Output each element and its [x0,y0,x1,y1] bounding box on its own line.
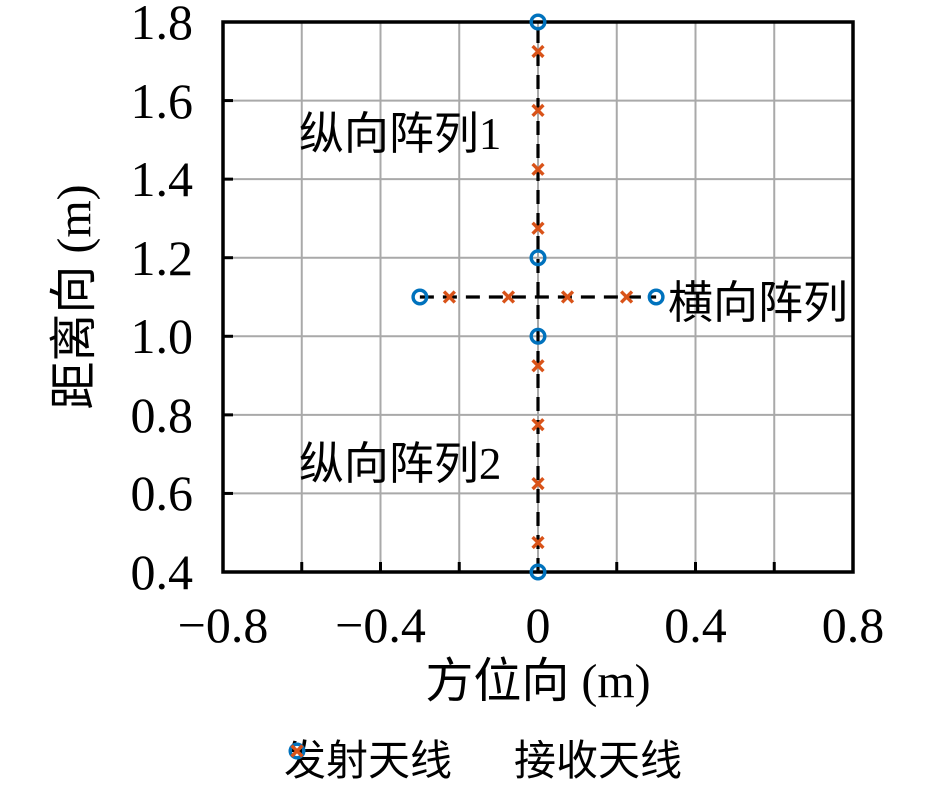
rx-antenna-marker [531,477,545,491]
tx-legend-marker-icon [288,742,306,760]
y-tick-label: 0.4 [130,544,194,600]
rx-antenna-marker [531,221,545,235]
x-axis-title: 方位向 (m) [425,655,651,708]
rx-antenna-marker [531,535,545,550]
tx-antenna-marker [529,13,547,31]
y-tick-label: 0.8 [130,386,194,443]
rx-antenna-marker [501,290,516,304]
rx-antenna-marker [560,290,575,304]
tx-antenna-marker [529,327,547,345]
y-tick-label: 1.2 [130,229,194,286]
rx-antenna-marker [531,162,545,176]
rx-legend-marker-icon [290,744,304,758]
legend-label: 接收天线 [514,739,683,785]
tx-antenna-marker [529,563,547,581]
rx-antenna-marker [531,44,545,59]
x-tick-label: 0 [525,597,551,653]
rx-antenna-marker [531,418,545,432]
rx-antenna-marker [619,290,634,304]
rx-antenna-marker [531,359,545,373]
legend-entry: 接收天线 [290,738,683,786]
legend: 发射天线 接收天线 [284,738,682,786]
x-tick-label: 0.8 [821,597,885,653]
x-tick-label: −0.4 [335,597,426,653]
tx-antenna-marker [529,249,547,267]
rx-antenna-marker [442,290,457,304]
y-axis-title: 距离向 (m) [48,184,101,410]
x-tick-label: 0.4 [664,597,727,653]
tx-antenna-marker [647,288,665,306]
legend-entry: 发射天线 [284,738,452,786]
legend-label: 发射天线 [284,739,453,785]
tx-antenna-marker [411,288,429,306]
y-tick-label: 1.8 [130,0,194,50]
rx-antenna-marker [531,103,545,117]
x-tick-label: −0.8 [177,597,269,653]
array-annotation: 纵向阵列1 [298,108,502,159]
y-tick-label: 1.6 [130,72,194,129]
array-annotation: 纵向阵列2 [298,438,502,489]
y-tick-label: 1.4 [130,151,194,208]
array-annotation: 横向阵列 [667,277,848,328]
y-tick-label: 1.0 [130,308,194,365]
y-tick-label: 0.6 [130,465,194,522]
